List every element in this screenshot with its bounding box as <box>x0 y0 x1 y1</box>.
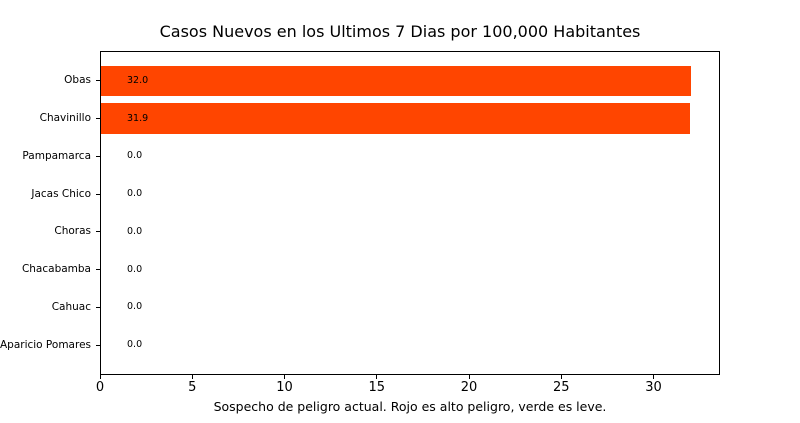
bar-value-label: 0.0 <box>127 225 143 237</box>
x-tick-label: 10 <box>276 380 293 395</box>
bar-value-label: 0.0 <box>127 301 143 313</box>
x-tick-label: 25 <box>553 380 570 395</box>
bar-value-label: 32.0 <box>127 74 149 86</box>
x-tick-mark <box>468 375 470 379</box>
y-tick-label: Obas <box>64 74 91 87</box>
y-tick-mark <box>96 155 100 157</box>
chart-title: Casos Nuevos en los Ultimos 7 Dias por 1… <box>159 22 641 41</box>
x-tick-label: 20 <box>460 380 478 395</box>
x-axis-label: Sospecho de peligro actual. Rojo es alto… <box>213 399 607 414</box>
bar-value-label: 0.0 <box>127 263 143 275</box>
y-tick-label: Aparicio Pomares <box>0 338 91 351</box>
bar-value-label: 0.0 <box>127 150 143 162</box>
y-tick-label: Pampamarca <box>22 149 91 162</box>
bar-chavinillo <box>101 103 690 134</box>
x-tick-mark <box>284 375 286 379</box>
x-tick-label: 5 <box>188 380 197 395</box>
x-tick-mark <box>99 375 101 379</box>
x-tick-label: 0 <box>95 380 105 395</box>
y-tick-mark <box>96 118 100 120</box>
y-tick-mark <box>96 80 100 82</box>
y-tick-label: Choras <box>54 225 91 238</box>
x-tick-label: 15 <box>368 380 386 395</box>
x-tick-mark <box>376 375 378 379</box>
bar-value-label: 0.0 <box>127 339 143 351</box>
bar-value-label: 31.9 <box>127 112 149 124</box>
y-tick-mark <box>96 344 100 346</box>
plot-area <box>100 51 720 375</box>
bar-obas <box>101 65 692 96</box>
y-tick-label: Chavinillo <box>39 112 91 125</box>
bar-value-label: 0.0 <box>127 188 143 200</box>
x-tick-mark <box>653 375 655 379</box>
y-tick-mark <box>96 193 100 195</box>
y-tick-mark <box>96 269 100 271</box>
y-tick-label: Jacas Chico <box>31 187 91 200</box>
y-tick-mark <box>96 231 100 233</box>
y-tick-label: Cahuac <box>51 300 91 313</box>
x-tick-label: 30 <box>645 380 662 395</box>
x-tick-mark <box>191 375 193 379</box>
x-tick-mark <box>560 375 562 379</box>
y-tick-label: Chacabamba <box>21 263 91 276</box>
y-tick-mark <box>96 306 100 308</box>
